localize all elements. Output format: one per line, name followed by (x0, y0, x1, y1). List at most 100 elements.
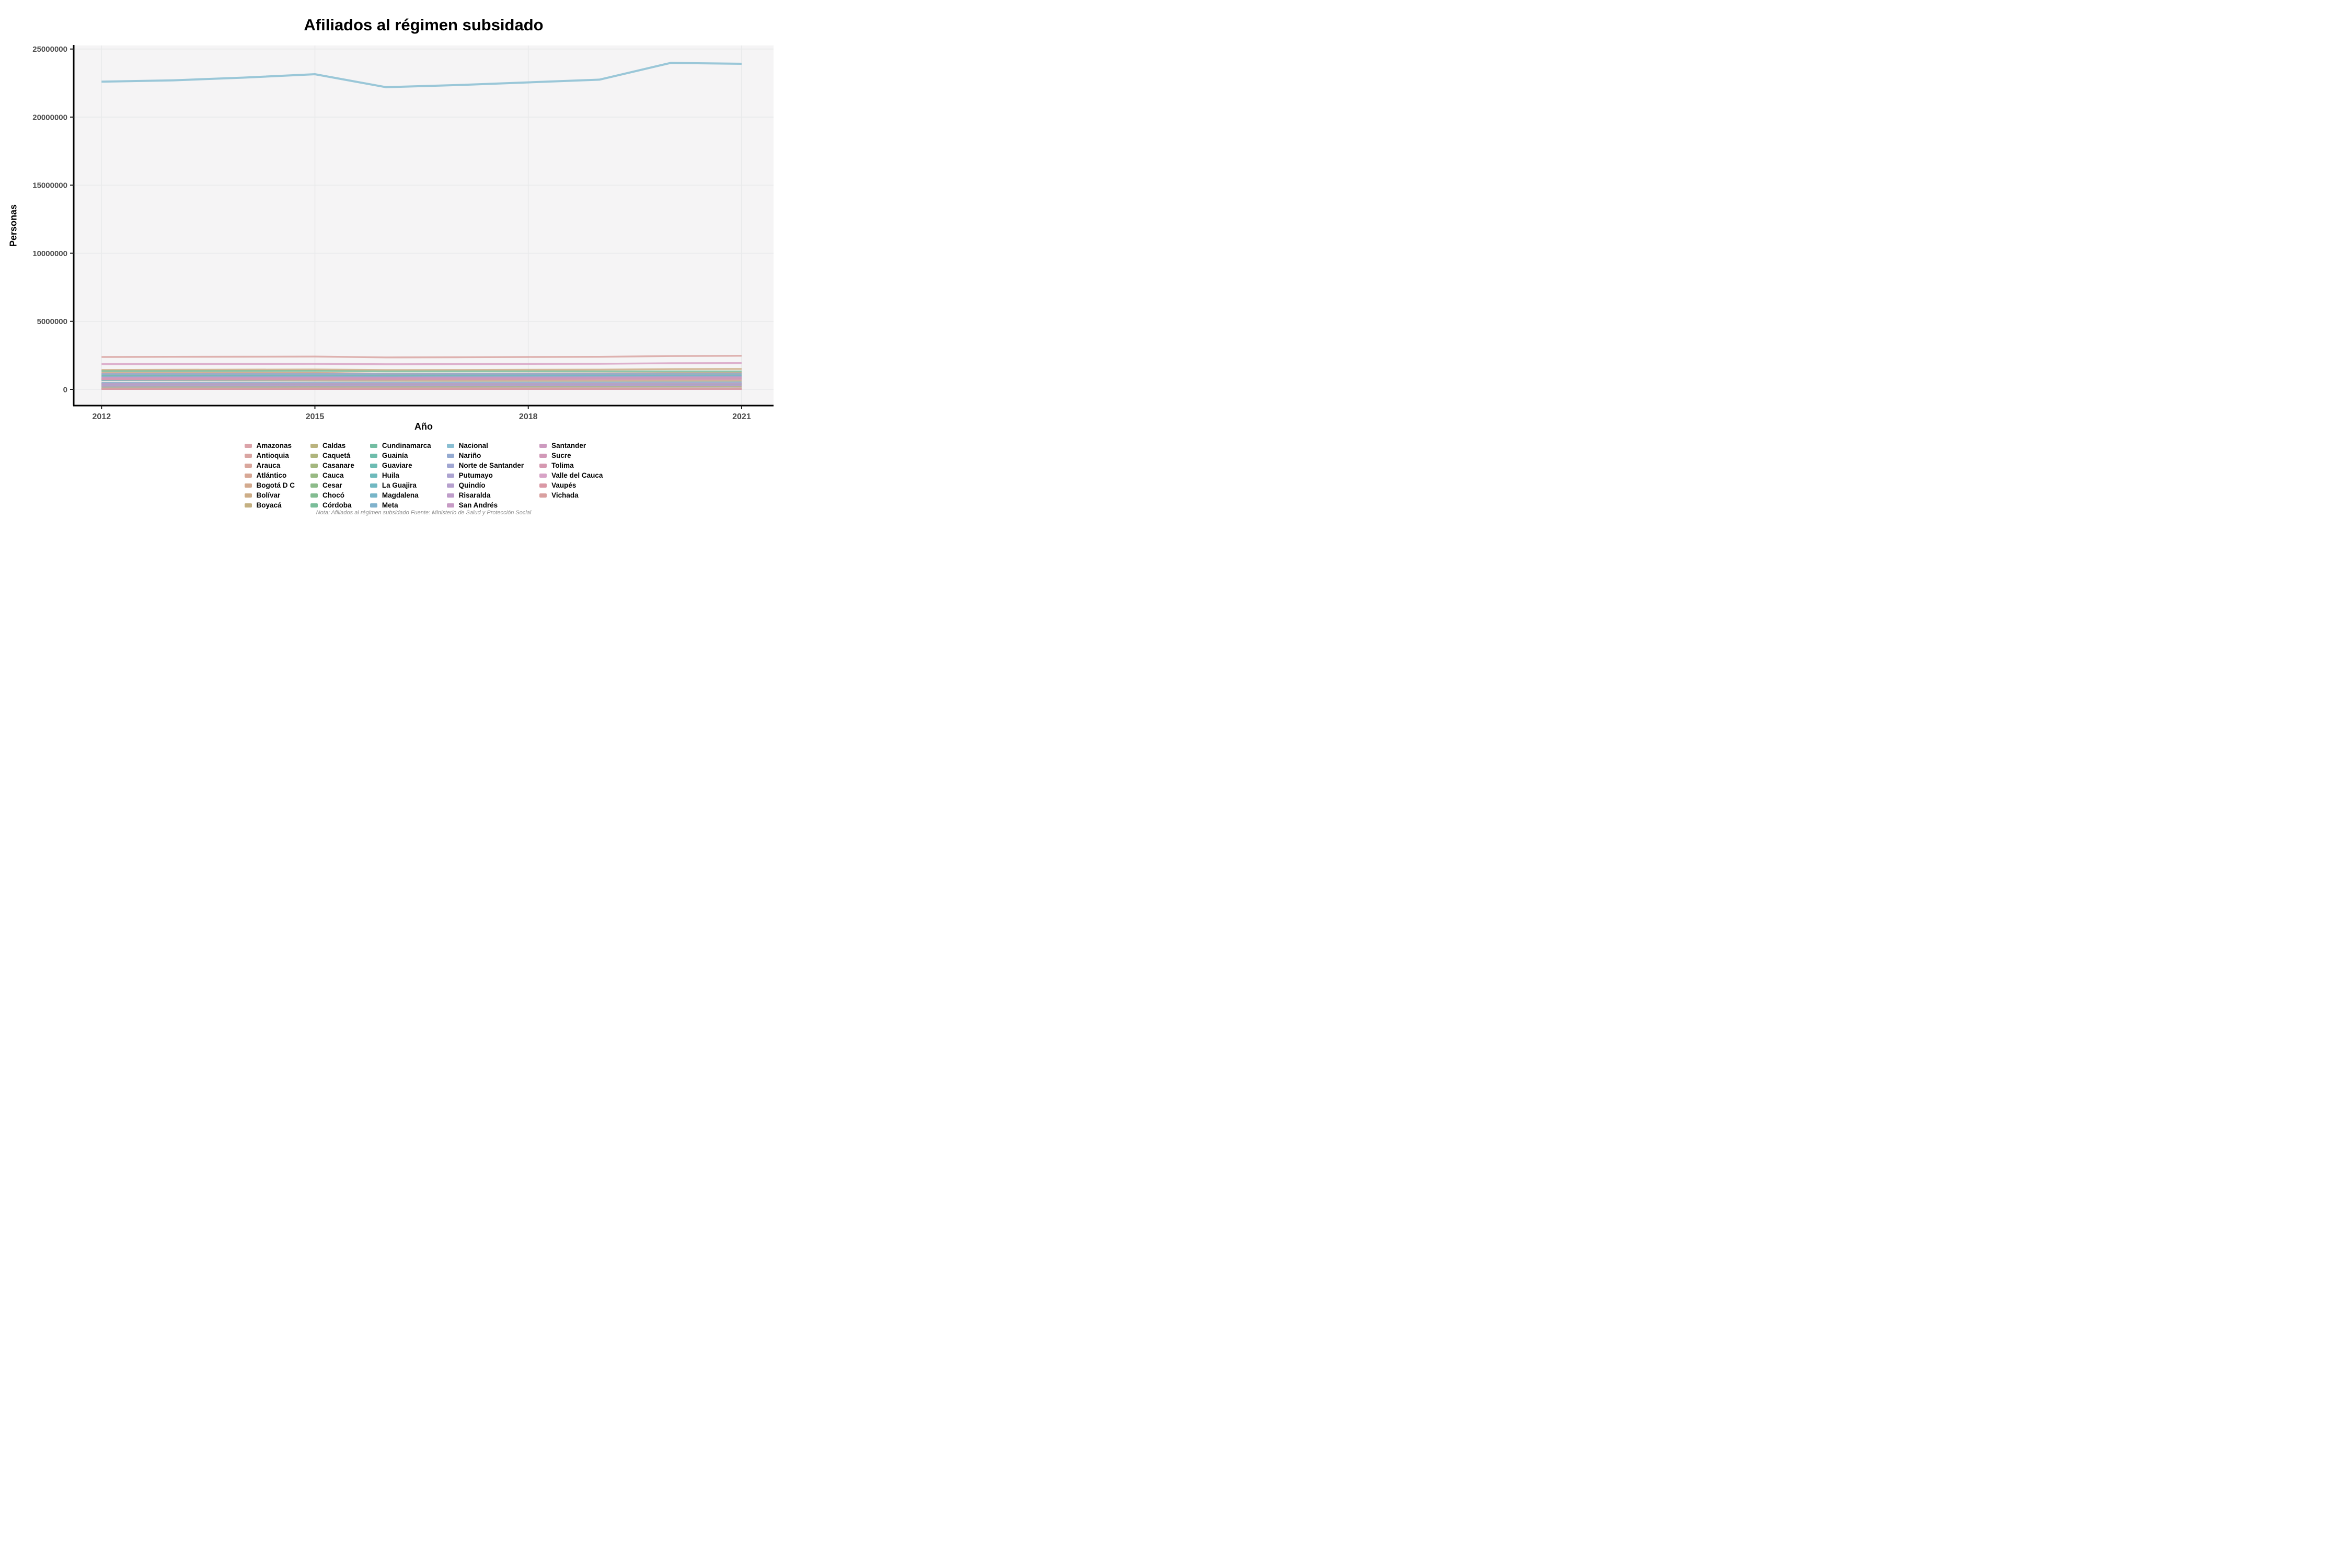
legend-item: Caquetá (310, 451, 354, 460)
legend-label: Bolívar (256, 491, 281, 499)
legend-column: Nacional Nariño Norte de Santander Putumayo… (446, 441, 524, 510)
legend-swatch-icon (446, 503, 454, 508)
legend-swatch-icon (370, 493, 377, 498)
legend-item: Cauca (310, 470, 354, 480)
legend-label: Risaralda (458, 491, 491, 499)
series-line (101, 376, 742, 379)
legend-column: Caldas Caquetá Casanare Cauca Cesar Chocó Córd… (310, 441, 354, 510)
legend-item: Vaupés (539, 480, 603, 490)
legend-label: Guaviare (382, 462, 412, 469)
legend-item: Norte de Santander (446, 460, 524, 470)
legend-swatch-icon (244, 463, 252, 468)
legend-swatch-icon (310, 493, 318, 498)
legend-swatch-icon (446, 463, 454, 468)
legend-swatch-icon (310, 503, 318, 508)
legend-swatch-icon (370, 463, 377, 468)
legend-item: Meta (370, 500, 431, 510)
legend-label: Córdoba (322, 501, 352, 509)
legend-swatch-icon (244, 443, 252, 448)
legend-swatch-icon (310, 463, 318, 468)
legend-label: Nacional (458, 442, 488, 449)
legend-label: Nariño (458, 452, 481, 459)
legend-label: Arauca (256, 462, 281, 469)
page-background: Afiliados al régimen subsidado Personas … (0, 0, 784, 523)
legend-swatch-icon (539, 463, 547, 468)
legend-label: Cesar (322, 481, 342, 489)
legend-item: Antioquia (244, 451, 295, 460)
series-line (101, 362, 742, 365)
legend-item: Nariño (446, 451, 524, 460)
legend-item: Huila (370, 470, 431, 480)
legend-swatch-icon (539, 493, 547, 498)
legend-swatch-icon (244, 473, 252, 478)
y-tick-label: 5000000 (37, 317, 67, 326)
legend-label: Tolima (551, 462, 574, 469)
legend-item: Boyacá (244, 500, 295, 510)
legend-item: Córdoba (310, 500, 354, 510)
legend-label: Quindío (458, 481, 486, 489)
legend-label: Caldas (322, 442, 346, 449)
legend-label: Sucre (551, 452, 571, 459)
legend-swatch-icon (370, 453, 377, 458)
x-axis-title: Año (414, 421, 433, 432)
legend-item: Nacional (446, 441, 524, 451)
legend-label: Cauca (322, 471, 344, 479)
legend-swatch-icon (310, 483, 318, 488)
legend-label: San Andrés (458, 501, 498, 509)
legend-label: Valle del Cauca (551, 471, 603, 479)
legend-label: Putumayo (458, 471, 493, 479)
legend-item: Guainía (370, 451, 431, 460)
legend-item: Vichada (539, 490, 603, 500)
legend-label: Huila (382, 471, 399, 479)
x-tick-label: 2018 (519, 412, 538, 421)
legend-item: Casanare (310, 460, 354, 470)
legend-column: Amazonas Antioquia Arauca Atlántico Bogotá D… (244, 441, 295, 510)
legend-item: Bogotá D C (244, 480, 295, 490)
legend-swatch-icon (446, 453, 454, 458)
series-line (101, 368, 742, 371)
legend-swatch-icon (244, 493, 252, 498)
legend-item: Guaviare (370, 460, 431, 470)
legend-item: Arauca (244, 460, 295, 470)
legend-swatch-icon (370, 473, 377, 478)
series-line (101, 355, 742, 359)
legend-label: Cundinamarca (382, 442, 431, 449)
legend-item: Quindío (446, 480, 524, 490)
chart-title: Afiliados al régimen subsidado (304, 16, 544, 34)
y-tick-label: 0 (63, 385, 67, 394)
source-note: Nota: Afiliados al régimen subsidado Fue… (316, 510, 532, 516)
legend-label: Antioquia (256, 452, 289, 459)
legend-item: Sucre (539, 451, 603, 460)
legend-column: Santander Sucre Tolima Valle del Cauca Vaupé… (539, 441, 603, 510)
legend-item: Putumayo (446, 470, 524, 480)
legend-label: Amazonas (256, 442, 292, 449)
legend-label: Chocó (322, 491, 345, 499)
legend-swatch-icon (539, 453, 547, 458)
legend-item: Magdalena (370, 490, 431, 500)
legend-item: Caldas (310, 441, 354, 451)
legend-label: Bogotá D C (256, 481, 295, 489)
legend-item: Valle del Cauca (539, 470, 603, 480)
legend-swatch-icon (539, 473, 547, 478)
legend-swatch-icon (244, 453, 252, 458)
legend-swatch-icon (310, 443, 318, 448)
legend-item: San Andrés (446, 500, 524, 510)
legend-item: Bolívar (244, 490, 295, 500)
legend-item: Cundinamarca (370, 441, 431, 451)
legend-label: Santander (551, 442, 586, 449)
legend-label: Magdalena (382, 491, 419, 499)
legend-swatch-icon (310, 473, 318, 478)
legend-item: Amazonas (244, 441, 295, 451)
legend-item: Risaralda (446, 490, 524, 500)
y-tick-label: 25000000 (32, 45, 67, 54)
legend-label: Boyacá (256, 501, 282, 509)
legend-swatch-icon (310, 453, 318, 458)
legend-swatch-icon (446, 493, 454, 498)
plot-area: 0 5000000 10000000 15000000 20000000 25000000… (32, 45, 774, 421)
legend-swatch-icon (446, 443, 454, 448)
y-tick-label: 10000000 (32, 249, 67, 258)
legend-label: Atlántico (256, 471, 287, 479)
legend-label: Guainía (382, 452, 408, 459)
legend-label: Norte de Santander (458, 462, 524, 469)
legend-swatch-icon (370, 503, 377, 508)
